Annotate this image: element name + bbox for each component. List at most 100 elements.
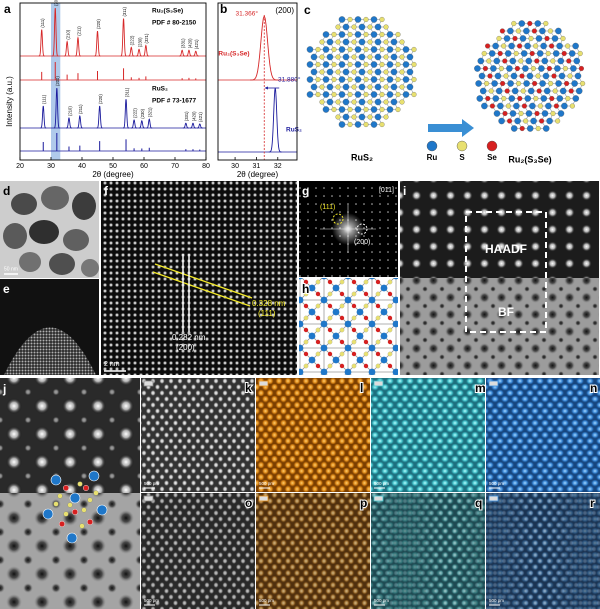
atom bbox=[564, 80, 570, 87]
atom bbox=[370, 121, 378, 128]
atom bbox=[306, 61, 314, 68]
atom bbox=[370, 61, 378, 68]
atom bbox=[57, 493, 63, 499]
roi-box bbox=[465, 211, 547, 333]
panel-h: h bbox=[299, 278, 398, 375]
atom bbox=[546, 65, 552, 72]
atom bbox=[526, 72, 534, 80]
panel-letter: j bbox=[2, 382, 6, 396]
reference-label: PDF # 80-2150 bbox=[152, 20, 196, 27]
atom bbox=[525, 57, 533, 65]
peak bbox=[192, 50, 199, 57]
spot-label: (200) bbox=[354, 239, 370, 246]
atom bbox=[363, 76, 369, 83]
atom bbox=[386, 61, 394, 68]
atom bbox=[526, 125, 534, 132]
atom bbox=[322, 106, 330, 113]
lattice-line bbox=[152, 271, 251, 307]
atom bbox=[518, 58, 524, 64]
atom bbox=[335, 84, 341, 90]
atom bbox=[354, 31, 362, 38]
atom bbox=[488, 50, 496, 57]
atom bbox=[519, 35, 527, 42]
atom bbox=[354, 46, 362, 53]
atom bbox=[395, 106, 401, 113]
peak bbox=[131, 119, 138, 129]
y-axis-label: Intensity (a.u.) bbox=[5, 76, 14, 127]
peak bbox=[146, 118, 153, 129]
peak bbox=[182, 122, 189, 129]
peak-label: (211) bbox=[78, 104, 83, 114]
atom bbox=[319, 54, 325, 60]
atom bbox=[497, 102, 504, 110]
atom bbox=[363, 16, 369, 23]
atom bbox=[342, 23, 350, 31]
peak-label: (321) bbox=[148, 107, 153, 117]
atom bbox=[335, 114, 341, 120]
atom bbox=[529, 50, 535, 57]
atom bbox=[402, 61, 410, 68]
series-label: RuS₂ bbox=[152, 86, 168, 93]
atom bbox=[507, 27, 514, 35]
atom bbox=[507, 118, 513, 124]
atom bbox=[395, 91, 401, 98]
atom bbox=[533, 95, 539, 102]
atom bbox=[550, 58, 556, 64]
atom bbox=[565, 95, 571, 102]
nanoparticles bbox=[3, 186, 99, 277]
atom bbox=[315, 61, 321, 68]
panel-letter: i bbox=[403, 184, 406, 198]
atom bbox=[315, 76, 321, 83]
x-tick-label: 20 bbox=[16, 163, 24, 170]
atom bbox=[370, 91, 378, 98]
atom bbox=[547, 28, 553, 34]
atom bbox=[370, 31, 378, 38]
spot-circle bbox=[356, 223, 368, 235]
atom bbox=[86, 519, 93, 526]
atom bbox=[551, 73, 557, 79]
panel-j: j bbox=[0, 378, 140, 609]
atom bbox=[326, 98, 334, 106]
atom bbox=[538, 65, 545, 72]
atom bbox=[358, 83, 366, 91]
atom bbox=[374, 53, 382, 61]
atom bbox=[358, 113, 366, 121]
atom bbox=[370, 106, 378, 113]
bf-image bbox=[400, 278, 599, 375]
channel-tag bbox=[258, 380, 269, 387]
map-panel: 500 pm l bbox=[256, 378, 370, 492]
atom bbox=[562, 65, 568, 72]
atom bbox=[379, 46, 385, 53]
map-image bbox=[141, 378, 255, 492]
atom bbox=[322, 61, 330, 68]
atom bbox=[545, 102, 552, 110]
atom bbox=[81, 507, 87, 513]
haadf-image bbox=[101, 181, 297, 375]
structure-label: RuS₂ bbox=[351, 152, 373, 162]
peak-label: (321) bbox=[144, 33, 149, 43]
atom bbox=[354, 106, 362, 113]
atom bbox=[560, 35, 566, 42]
legend-label: Ru bbox=[427, 153, 438, 162]
atom bbox=[331, 106, 337, 113]
atom bbox=[322, 31, 330, 38]
peak-label: (111) bbox=[40, 18, 45, 28]
peak-label: (230) bbox=[140, 108, 145, 118]
atom bbox=[536, 50, 544, 57]
particle bbox=[4, 327, 96, 375]
atom bbox=[494, 72, 502, 80]
atom bbox=[310, 83, 318, 91]
peak bbox=[123, 99, 130, 129]
reference-label: PDF # 73-1677 bbox=[152, 98, 196, 105]
atom bbox=[326, 83, 334, 91]
atom bbox=[315, 91, 321, 98]
atom bbox=[390, 83, 398, 91]
peak-label: (420) bbox=[187, 38, 192, 48]
atom bbox=[512, 35, 518, 42]
atom bbox=[342, 98, 350, 106]
atom bbox=[374, 83, 382, 91]
atom bbox=[66, 532, 78, 544]
atom bbox=[331, 91, 337, 98]
atom bbox=[379, 76, 385, 83]
peak bbox=[76, 114, 83, 129]
